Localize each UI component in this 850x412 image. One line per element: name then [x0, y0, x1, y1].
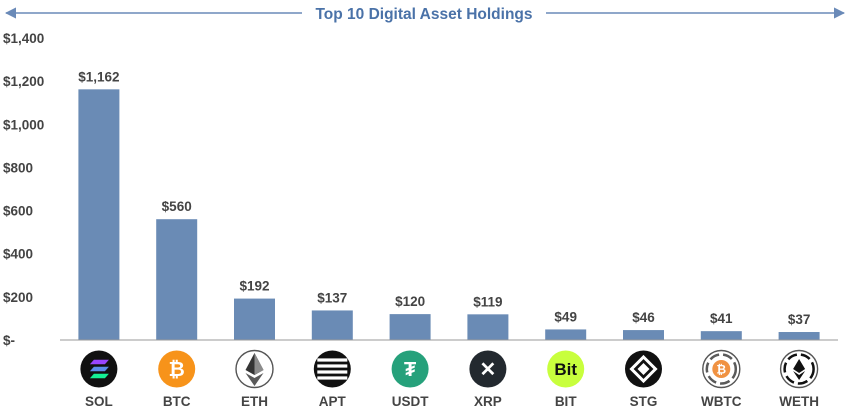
- category-label: SOL: [85, 394, 113, 407]
- svg-text:₿: ₿: [716, 363, 726, 377]
- y-tick-label: $200: [3, 290, 33, 305]
- bar-usdt: [389, 314, 431, 340]
- bar-btc: [156, 219, 198, 340]
- y-tick-label: $-: [3, 333, 15, 348]
- value-label: $119: [473, 294, 502, 309]
- wrapped-bitcoin-icon: ₿: [702, 349, 741, 389]
- bar-wbtc: [700, 331, 742, 340]
- bars: [78, 89, 820, 340]
- chart-title: Top 10 Digital Asset Holdings: [315, 6, 532, 23]
- y-tick-label: $400: [3, 247, 33, 262]
- category-label: STG: [630, 394, 658, 407]
- value-labels: $1,162 $560 $192 $137 $120 $119 $49 $46 $41 $37: [78, 69, 810, 327]
- value-label: $1,162: [78, 69, 119, 84]
- category-label: XRP: [474, 394, 502, 407]
- category-label: ETH: [241, 394, 268, 407]
- value-label: $192: [239, 279, 269, 294]
- aptos-icon: [313, 350, 351, 388]
- y-tick-label: $1,200: [3, 74, 44, 89]
- tether-icon: ₮: [391, 350, 429, 388]
- value-label: $49: [554, 309, 577, 324]
- y-axis: $- $200 $400 $600 $800 $1,000 $1,200 $1,400: [3, 31, 44, 348]
- value-label: $120: [395, 294, 425, 309]
- value-label: $137: [317, 290, 347, 305]
- svg-text:₮: ₮: [404, 359, 416, 381]
- category-label: BTC: [163, 394, 191, 407]
- bitcoin-icon: ₿: [158, 350, 196, 388]
- y-tick-label: $600: [3, 204, 33, 219]
- category-label: USDT: [392, 394, 430, 407]
- xrp-icon: ✕: [469, 350, 507, 388]
- solana-icon: [80, 350, 118, 388]
- bar-weth: [778, 332, 820, 340]
- svg-text:₿: ₿: [169, 359, 185, 381]
- svg-text:Bit: Bit: [554, 360, 577, 379]
- wrapped-ether-icon: [779, 349, 819, 389]
- category-label: WBTC: [701, 394, 742, 407]
- category-label: WETH: [779, 394, 819, 407]
- bar-stg: [623, 330, 664, 340]
- bar-bit: [545, 329, 587, 340]
- bar-eth: [234, 298, 275, 340]
- value-label: $37: [788, 312, 811, 327]
- category-label: BIT: [555, 394, 578, 407]
- bar-sol: [78, 89, 120, 340]
- x-axis: SOL ₿ BTC ETH APT ₮ USDT ✕ XRP Bit BIT STG ₿ WBTC WETH: [60, 339, 838, 409]
- value-label: $560: [162, 199, 192, 214]
- y-tick-label: $1,400: [3, 31, 44, 46]
- y-tick-label: $800: [3, 160, 33, 175]
- bitdao-icon: Bit: [547, 350, 585, 388]
- bar-apt: [311, 310, 353, 340]
- value-label: $46: [632, 310, 655, 325]
- ethereum-icon: [235, 349, 274, 389]
- svg-text:✕: ✕: [480, 359, 497, 381]
- category-label: APT: [319, 394, 347, 407]
- stargate-icon: [625, 350, 662, 388]
- value-label: $41: [710, 311, 733, 326]
- y-tick-label: $1,000: [3, 117, 44, 132]
- bar-xrp: [467, 314, 509, 340]
